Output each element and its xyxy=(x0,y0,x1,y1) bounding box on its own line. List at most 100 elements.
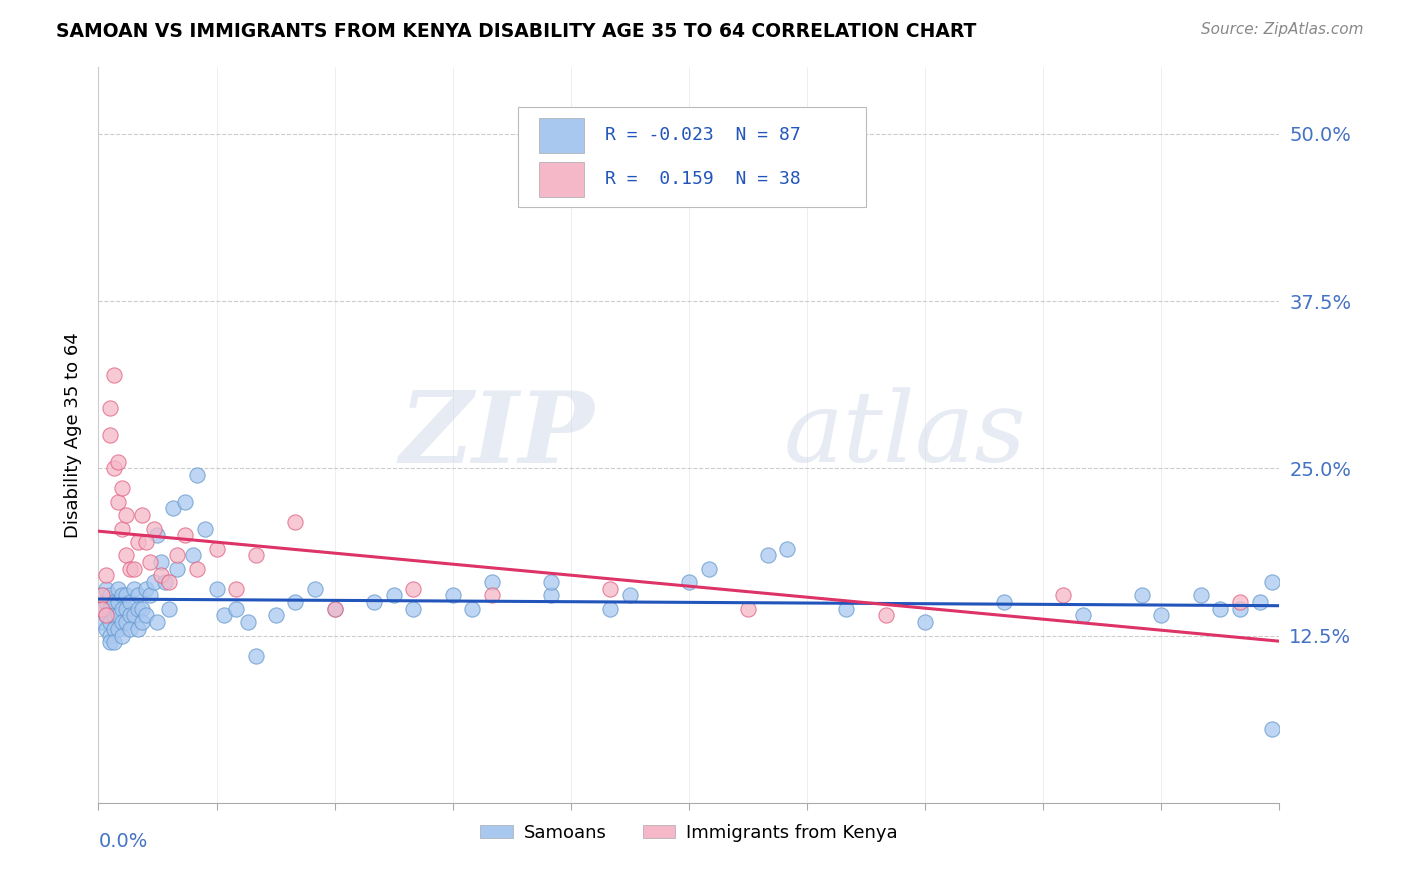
Point xyxy=(122,582,145,596)
Point xyxy=(122,608,145,623)
Point xyxy=(103,595,125,609)
Point xyxy=(142,574,165,589)
Point xyxy=(402,602,425,616)
Point xyxy=(174,528,197,542)
Point xyxy=(166,562,188,576)
Point xyxy=(131,615,153,630)
Point xyxy=(107,494,129,508)
Point xyxy=(993,595,1015,609)
Point xyxy=(1260,723,1282,737)
Point xyxy=(174,494,197,508)
Point xyxy=(98,401,121,416)
Point xyxy=(461,602,484,616)
Point xyxy=(91,615,114,630)
Point xyxy=(402,582,425,596)
Point xyxy=(107,582,129,596)
Point xyxy=(1260,574,1282,589)
Point xyxy=(98,635,121,649)
Point xyxy=(304,582,326,596)
Point xyxy=(914,615,936,630)
Point xyxy=(264,608,287,623)
Point xyxy=(186,562,208,576)
Point xyxy=(111,602,134,616)
Point xyxy=(157,574,180,589)
Point xyxy=(146,615,169,630)
FancyBboxPatch shape xyxy=(517,107,866,207)
Y-axis label: Disability Age 35 to 64: Disability Age 35 to 64 xyxy=(63,332,82,538)
Point xyxy=(98,589,121,603)
Text: SAMOAN VS IMMIGRANTS FROM KENYA DISABILITY AGE 35 TO 64 CORRELATION CHART: SAMOAN VS IMMIGRANTS FROM KENYA DISABILI… xyxy=(56,22,977,41)
Point xyxy=(96,622,118,636)
Point xyxy=(127,589,149,603)
Point xyxy=(111,481,134,495)
Point xyxy=(214,608,236,623)
Point xyxy=(96,582,118,596)
Point xyxy=(118,608,141,623)
Point xyxy=(107,454,129,469)
Point xyxy=(103,622,125,636)
Text: Source: ZipAtlas.com: Source: ZipAtlas.com xyxy=(1201,22,1364,37)
Point xyxy=(150,555,173,569)
Text: R =  0.159  N = 38: R = 0.159 N = 38 xyxy=(605,170,801,188)
Point xyxy=(284,595,307,609)
Point xyxy=(103,461,125,475)
Point xyxy=(131,602,153,616)
Point xyxy=(284,515,307,529)
Point xyxy=(194,521,217,535)
Point xyxy=(540,574,562,589)
Point xyxy=(236,615,259,630)
Point xyxy=(118,622,141,636)
Point xyxy=(115,602,138,616)
Point xyxy=(363,595,385,609)
Point xyxy=(127,534,149,549)
Point xyxy=(323,602,346,616)
Point xyxy=(135,582,157,596)
Point xyxy=(1150,608,1173,623)
Point xyxy=(103,368,125,382)
Point xyxy=(162,501,184,516)
Point xyxy=(142,521,165,535)
Point xyxy=(323,602,346,616)
Point xyxy=(756,548,779,563)
Point xyxy=(98,427,121,442)
Point xyxy=(150,568,173,582)
Point xyxy=(619,589,641,603)
Point xyxy=(1209,602,1232,616)
Point xyxy=(103,608,125,623)
Point xyxy=(91,589,114,603)
Point xyxy=(599,602,621,616)
Point xyxy=(1229,595,1251,609)
Point xyxy=(96,568,118,582)
Point xyxy=(146,528,169,542)
Point xyxy=(111,628,134,642)
Point xyxy=(131,508,153,522)
Point xyxy=(138,589,160,603)
Point xyxy=(186,467,208,482)
Point xyxy=(225,602,247,616)
Point xyxy=(91,602,114,616)
Point xyxy=(111,521,134,535)
Point xyxy=(225,582,247,596)
Point xyxy=(138,555,160,569)
Point xyxy=(205,582,228,596)
Point xyxy=(111,589,134,603)
Text: R = -0.023  N = 87: R = -0.023 N = 87 xyxy=(605,127,801,145)
Bar xyxy=(538,118,583,153)
Point xyxy=(1071,608,1094,623)
Point xyxy=(118,562,141,576)
Legend: Samoans, Immigrants from Kenya: Samoans, Immigrants from Kenya xyxy=(472,816,905,849)
Point xyxy=(115,548,138,563)
Point xyxy=(1189,589,1212,603)
Point xyxy=(1229,602,1251,616)
Point xyxy=(135,608,157,623)
Point xyxy=(1249,595,1271,609)
Point xyxy=(135,534,157,549)
Point xyxy=(737,602,759,616)
Point xyxy=(205,541,228,556)
Text: 0.0%: 0.0% xyxy=(98,832,148,851)
Point xyxy=(776,541,799,556)
Point xyxy=(245,648,267,663)
Point xyxy=(1130,589,1153,603)
Point xyxy=(481,574,503,589)
Point xyxy=(91,589,114,603)
